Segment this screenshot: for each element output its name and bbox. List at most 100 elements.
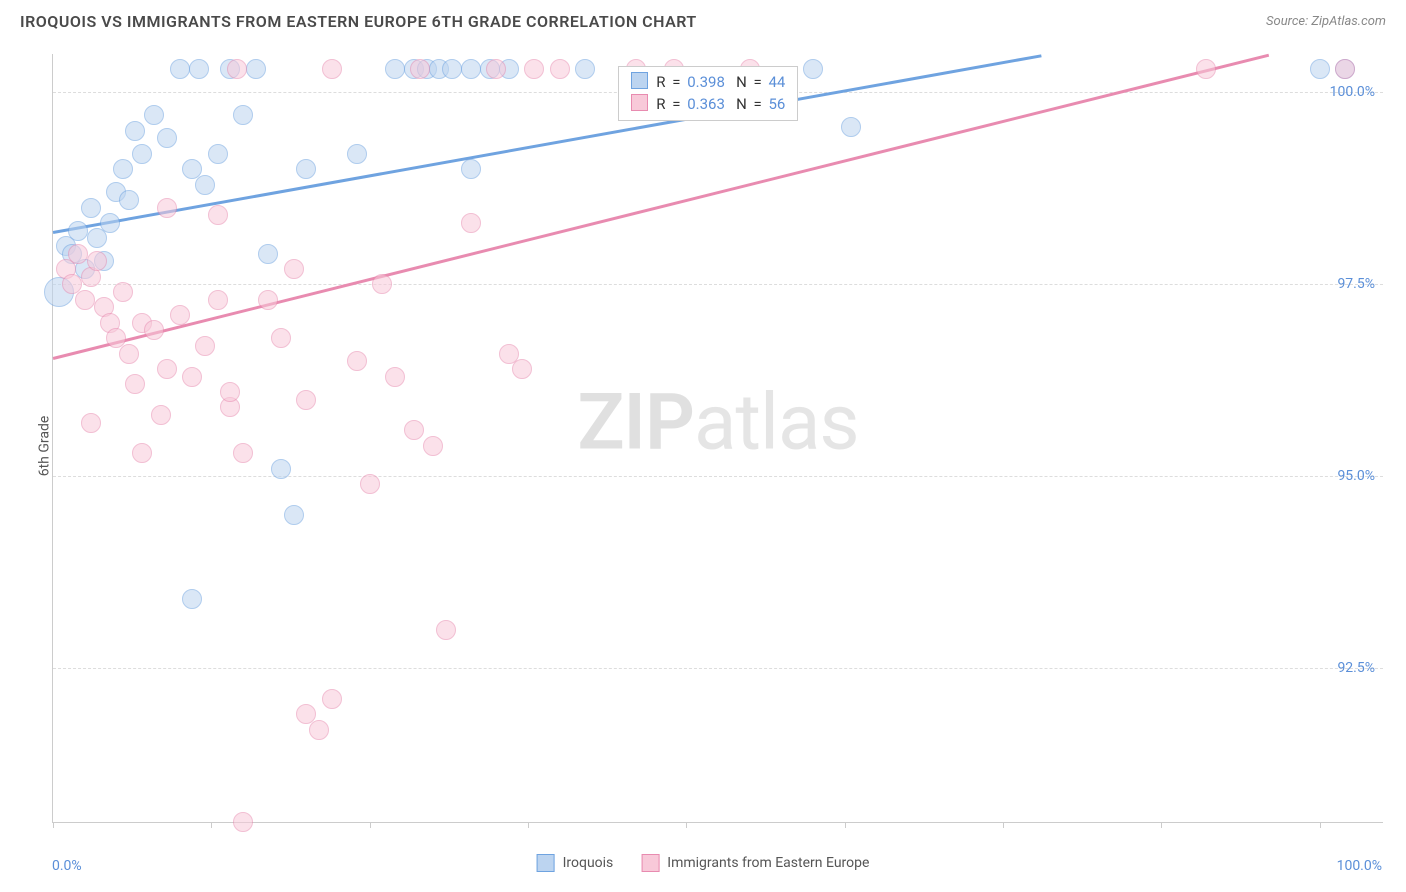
x-axis-max-label: 100.0% xyxy=(1337,858,1382,874)
scatter-point xyxy=(512,359,532,379)
scatter-point xyxy=(189,59,209,79)
scatter-point xyxy=(81,413,101,433)
scatter-point xyxy=(68,221,88,241)
scatter-point xyxy=(119,344,139,364)
scatter-point xyxy=(132,443,152,463)
scatter-point xyxy=(575,59,595,79)
scatter-point xyxy=(385,59,405,79)
scatter-point xyxy=(81,198,101,218)
y-tick-label: 97.5% xyxy=(1337,276,1375,292)
stats-row: R = 0.398 N = 44 xyxy=(631,71,785,94)
gridline xyxy=(53,476,1383,477)
x-tick xyxy=(370,822,371,828)
scatter-point xyxy=(68,244,88,264)
scatter-point xyxy=(461,159,481,179)
legend-swatch-icon xyxy=(641,854,659,872)
scatter-point xyxy=(125,374,145,394)
scatter-point xyxy=(461,59,481,79)
x-tick xyxy=(686,822,687,828)
x-tick xyxy=(845,822,846,828)
scatter-point xyxy=(132,144,152,164)
scatter-point xyxy=(347,351,367,371)
scatter-point xyxy=(170,59,190,79)
scatter-point xyxy=(220,382,240,402)
y-tick-label: 92.5% xyxy=(1337,660,1375,676)
stats-row: R = 0.363 N = 56 xyxy=(631,93,785,116)
scatter-point xyxy=(410,59,430,79)
scatter-chart: ZIPatlas 92.5%95.0%97.5%100.0%R = 0.398 … xyxy=(52,54,1383,823)
source-label: Source: ZipAtlas.com xyxy=(1266,14,1386,29)
scatter-point xyxy=(404,420,424,440)
scatter-point xyxy=(157,198,177,218)
scatter-point xyxy=(119,190,139,210)
scatter-point xyxy=(233,105,253,125)
scatter-point xyxy=(208,205,228,225)
stats-box: R = 0.398 N = 44R = 0.363 N = 56 xyxy=(618,66,798,121)
scatter-point xyxy=(550,59,570,79)
scatter-point xyxy=(258,290,278,310)
scatter-point xyxy=(151,405,171,425)
scatter-point xyxy=(385,367,405,387)
scatter-point xyxy=(246,59,266,79)
scatter-point xyxy=(144,320,164,340)
scatter-point xyxy=(372,274,392,294)
y-tick-label: 100.0% xyxy=(1330,84,1375,100)
scatter-point xyxy=(233,443,253,463)
scatter-point xyxy=(1335,59,1355,79)
scatter-point xyxy=(461,213,481,233)
scatter-point xyxy=(322,689,342,709)
scatter-point xyxy=(1310,59,1330,79)
scatter-point xyxy=(113,159,133,179)
scatter-point xyxy=(436,620,456,640)
x-tick xyxy=(1161,822,1162,828)
scatter-point xyxy=(233,812,253,832)
x-tick xyxy=(53,822,54,828)
scatter-point xyxy=(87,251,107,271)
scatter-point xyxy=(322,59,342,79)
scatter-point xyxy=(1196,59,1216,79)
trend-line xyxy=(53,54,1041,233)
scatter-point xyxy=(284,505,304,525)
legend-item: Immigrants from Eastern Europe xyxy=(641,854,869,872)
scatter-point xyxy=(423,436,443,456)
scatter-point xyxy=(182,367,202,387)
scatter-point xyxy=(442,59,462,79)
scatter-point xyxy=(486,59,506,79)
scatter-point xyxy=(182,589,202,609)
scatter-point xyxy=(100,213,120,233)
scatter-point xyxy=(803,59,823,79)
scatter-point xyxy=(113,282,133,302)
legend-swatch-icon xyxy=(631,72,648,89)
scatter-point xyxy=(195,175,215,195)
scatter-point xyxy=(195,336,215,356)
scatter-point xyxy=(75,290,95,310)
bottom-legend: Iroquois Immigrants from Eastern Europe xyxy=(537,854,870,872)
scatter-point xyxy=(208,290,228,310)
scatter-point xyxy=(144,105,164,125)
scatter-point xyxy=(296,390,316,410)
title-bar: IROQUOIS VS IMMIGRANTS FROM EASTERN EURO… xyxy=(0,0,1406,39)
x-tick xyxy=(1003,822,1004,828)
legend-swatch-icon xyxy=(537,854,555,872)
scatter-point xyxy=(157,128,177,148)
scatter-point xyxy=(524,59,544,79)
legend-swatch-icon xyxy=(631,94,648,111)
watermark: ZIPatlas xyxy=(577,377,858,468)
x-tick xyxy=(528,822,529,828)
x-axis-min-label: 0.0% xyxy=(52,858,82,874)
scatter-point xyxy=(296,159,316,179)
scatter-point xyxy=(271,328,291,348)
gridline xyxy=(53,284,1383,285)
scatter-point xyxy=(284,259,304,279)
x-tick xyxy=(1320,822,1321,828)
x-tick xyxy=(211,822,212,828)
scatter-point xyxy=(841,117,861,137)
scatter-point xyxy=(360,474,380,494)
legend-label: Iroquois xyxy=(563,855,614,871)
y-axis-title: 6th Grade xyxy=(36,416,52,477)
scatter-point xyxy=(125,121,145,141)
scatter-point xyxy=(271,459,291,479)
legend-label: Immigrants from Eastern Europe xyxy=(667,855,869,871)
scatter-point xyxy=(258,244,278,264)
chart-title: IROQUOIS VS IMMIGRANTS FROM EASTERN EURO… xyxy=(20,12,697,31)
